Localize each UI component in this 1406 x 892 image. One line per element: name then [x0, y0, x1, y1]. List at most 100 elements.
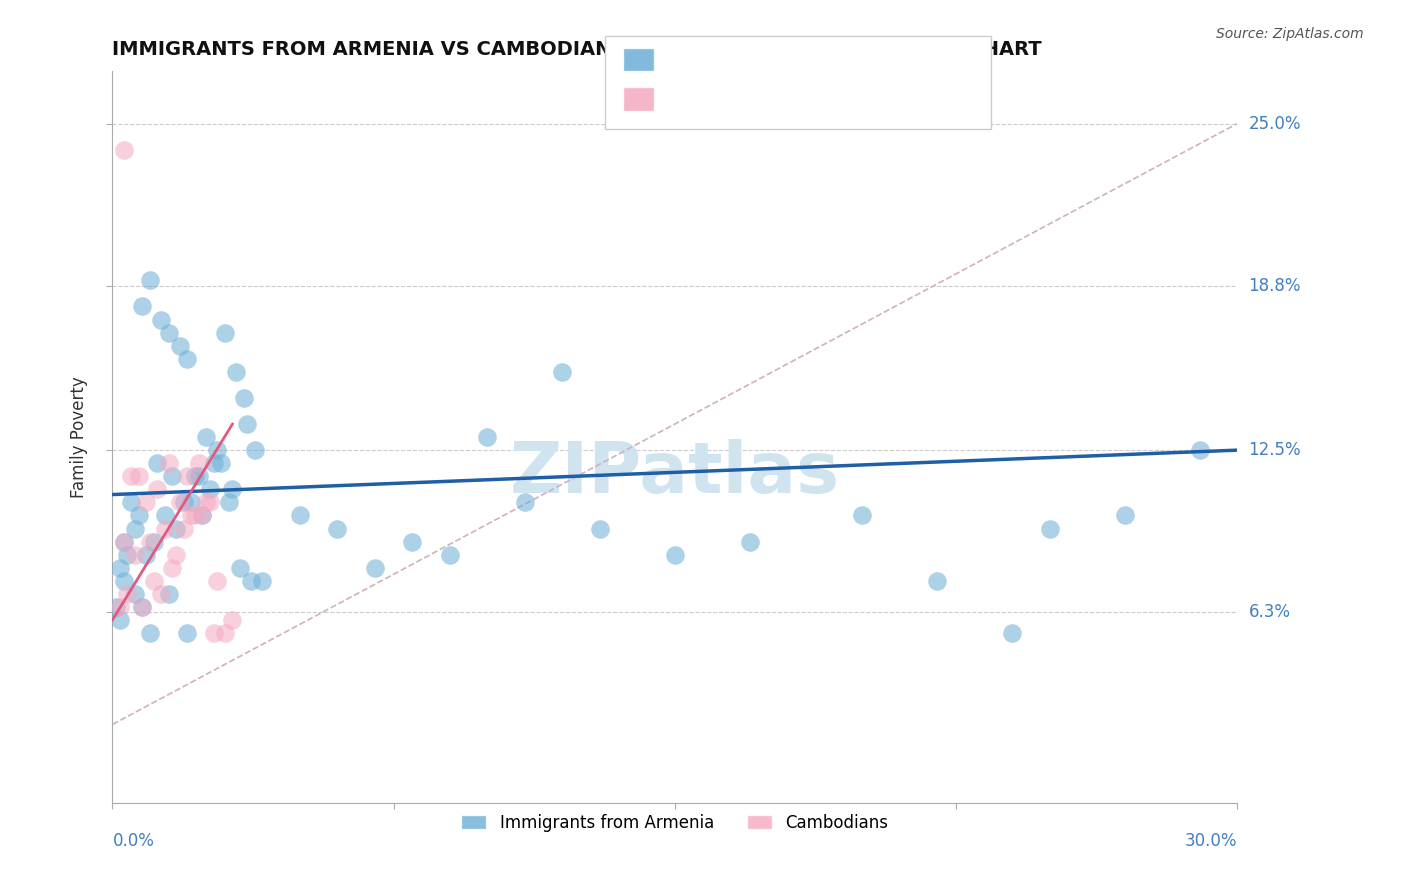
Immigrants from Armenia	[664, 548, 686, 562]
Immigrants from Armenia	[202, 456, 225, 470]
Immigrants from Armenia	[240, 574, 263, 588]
Immigrants from Armenia	[214, 326, 236, 340]
Immigrants from Armenia	[589, 521, 612, 535]
Immigrants from Armenia	[243, 443, 266, 458]
Cambodians	[124, 548, 146, 562]
Immigrants from Armenia	[232, 391, 254, 405]
Immigrants from Armenia	[117, 548, 139, 562]
Cambodians	[184, 508, 207, 523]
Immigrants from Armenia	[180, 495, 202, 509]
Immigrants from Armenia	[131, 599, 153, 614]
Cambodians	[202, 626, 225, 640]
Cambodians	[142, 574, 165, 588]
Y-axis label: Family Poverty: Family Poverty	[70, 376, 89, 498]
Cambodians	[108, 599, 131, 614]
Immigrants from Armenia	[851, 508, 873, 523]
Text: 30.0%: 30.0%	[1185, 832, 1237, 850]
Cambodians	[117, 587, 139, 601]
Immigrants from Armenia	[738, 534, 761, 549]
Text: 30: 30	[853, 90, 876, 108]
Immigrants from Armenia	[108, 613, 131, 627]
Immigrants from Armenia	[229, 560, 252, 574]
Immigrants from Armenia	[927, 574, 949, 588]
Immigrants from Armenia	[146, 456, 169, 470]
Immigrants from Armenia	[401, 534, 423, 549]
Immigrants from Armenia	[128, 508, 150, 523]
Cambodians	[214, 626, 236, 640]
Immigrants from Armenia	[184, 469, 207, 483]
Immigrants from Armenia	[165, 521, 187, 535]
Immigrants from Armenia	[207, 443, 229, 458]
Text: R =: R =	[665, 90, 702, 108]
Cambodians	[153, 521, 176, 535]
Cambodians	[146, 483, 169, 497]
Immigrants from Armenia	[221, 483, 243, 497]
Immigrants from Armenia	[236, 417, 259, 431]
Immigrants from Armenia	[195, 430, 218, 444]
Immigrants from Armenia	[142, 534, 165, 549]
Immigrants from Armenia	[139, 626, 162, 640]
Cambodians	[165, 548, 187, 562]
Immigrants from Armenia	[477, 430, 499, 444]
Cambodians	[150, 587, 173, 601]
Immigrants from Armenia	[187, 469, 209, 483]
Legend: Immigrants from Armenia, Cambodians: Immigrants from Armenia, Cambodians	[454, 807, 896, 838]
Cambodians	[135, 495, 157, 509]
Cambodians	[112, 534, 135, 549]
Text: ZIPatlas: ZIPatlas	[510, 439, 839, 508]
Cambodians	[195, 495, 218, 509]
Immigrants from Armenia	[139, 273, 162, 287]
Cambodians	[176, 469, 198, 483]
Immigrants from Armenia	[169, 339, 191, 353]
Cambodians	[198, 495, 221, 509]
Immigrants from Armenia	[1039, 521, 1062, 535]
Immigrants from Armenia	[124, 521, 146, 535]
Immigrants from Armenia	[326, 521, 349, 535]
Immigrants from Armenia	[108, 560, 131, 574]
Immigrants from Armenia	[551, 365, 574, 379]
Immigrants from Armenia	[1114, 508, 1136, 523]
Text: 0.120: 0.120	[713, 51, 765, 69]
Cambodians	[173, 521, 195, 535]
Immigrants from Armenia	[105, 599, 128, 614]
Immigrants from Armenia	[162, 469, 184, 483]
Immigrants from Armenia	[209, 456, 232, 470]
Immigrants from Armenia	[157, 587, 180, 601]
Text: Source: ZipAtlas.com: Source: ZipAtlas.com	[1216, 27, 1364, 41]
Immigrants from Armenia	[252, 574, 274, 588]
Immigrants from Armenia	[176, 626, 198, 640]
Immigrants from Armenia	[218, 495, 240, 509]
Immigrants from Armenia	[191, 508, 214, 523]
Immigrants from Armenia	[198, 483, 221, 497]
Text: IMMIGRANTS FROM ARMENIA VS CAMBODIAN FAMILY POVERTY CORRELATION CHART: IMMIGRANTS FROM ARMENIA VS CAMBODIAN FAM…	[112, 39, 1042, 59]
Cambodians	[221, 613, 243, 627]
Immigrants from Armenia	[112, 534, 135, 549]
Cambodians	[187, 456, 209, 470]
Immigrants from Armenia	[439, 548, 461, 562]
Text: 0.210: 0.210	[713, 90, 765, 108]
Text: 12.5%: 12.5%	[1249, 442, 1301, 459]
Immigrants from Armenia	[364, 560, 387, 574]
Immigrants from Armenia	[173, 495, 195, 509]
Text: N =: N =	[808, 51, 845, 69]
Cambodians	[112, 143, 135, 157]
Text: 25.0%: 25.0%	[1249, 114, 1301, 133]
Immigrants from Armenia	[150, 312, 173, 326]
Text: R =: R =	[665, 51, 702, 69]
Cambodians	[169, 495, 191, 509]
Immigrants from Armenia	[225, 365, 247, 379]
Text: 0.0%: 0.0%	[112, 832, 155, 850]
Cambodians	[191, 508, 214, 523]
Cambodians	[207, 574, 229, 588]
Immigrants from Armenia	[112, 574, 135, 588]
Cambodians	[131, 599, 153, 614]
Immigrants from Armenia	[1188, 443, 1211, 458]
Cambodians	[128, 469, 150, 483]
Cambodians	[139, 534, 162, 549]
Cambodians	[157, 456, 180, 470]
Immigrants from Armenia	[120, 495, 142, 509]
Immigrants from Armenia	[513, 495, 536, 509]
Immigrants from Armenia	[1001, 626, 1024, 640]
Immigrants from Armenia	[153, 508, 176, 523]
Immigrants from Armenia	[135, 548, 157, 562]
